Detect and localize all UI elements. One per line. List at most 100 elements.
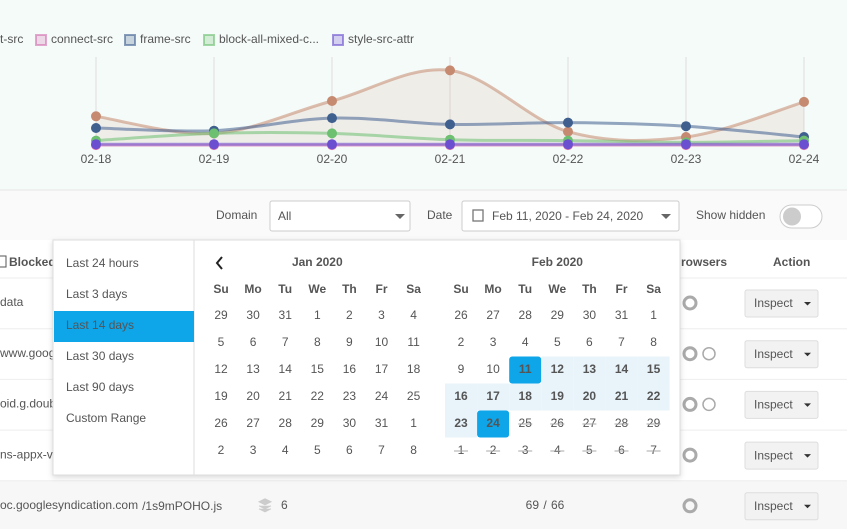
day[interactable]: 16 (343, 362, 357, 376)
browser-icon (682, 447, 698, 463)
day[interactable]: 3 (378, 308, 385, 322)
range-option[interactable]: Last 3 days (66, 287, 127, 301)
weekday: Sa (406, 282, 421, 296)
point (799, 96, 809, 107)
day[interactable]: 18 (407, 362, 421, 376)
day[interactable]: 3 (490, 335, 497, 349)
day[interactable]: 29 (311, 416, 325, 430)
day[interactable]: 6 (346, 443, 353, 457)
day[interactable]: 18 (519, 389, 533, 403)
day[interactable]: 23 (343, 389, 357, 403)
day[interactable]: 12 (214, 362, 228, 376)
point (91, 111, 101, 122)
day[interactable]: 4 (282, 443, 289, 457)
range-fill (541, 383, 574, 411)
inspect-button[interactable] (744, 390, 819, 419)
day[interactable]: 26 (454, 308, 468, 322)
day[interactable]: 28 (519, 308, 533, 322)
day[interactable]: 13 (246, 362, 260, 376)
day[interactable]: 22 (647, 389, 661, 403)
day[interactable]: 24 (375, 389, 389, 403)
point (681, 121, 691, 132)
day[interactable]: 14 (615, 362, 629, 376)
day[interactable]: 1 (410, 416, 417, 430)
row-count: 6 (281, 498, 288, 512)
range-option[interactable]: Last 24 hours (66, 256, 139, 270)
day[interactable]: 31 (615, 308, 629, 322)
day[interactable]: 2 (458, 335, 465, 349)
day[interactable]: 15 (647, 362, 661, 376)
day[interactable]: 5 (554, 335, 561, 349)
day[interactable]: 29 (551, 308, 565, 322)
day[interactable]: 4 (410, 308, 417, 322)
legend-label: style-src-attr (348, 32, 414, 46)
day[interactable]: 14 (279, 362, 293, 376)
day[interactable]: 2 (218, 443, 225, 457)
checkbox (0, 255, 7, 268)
day[interactable]: 7 (282, 335, 289, 349)
day[interactable]: 31 (279, 308, 293, 322)
date-input[interactable] (461, 200, 680, 232)
day[interactable]: 4 (522, 335, 529, 349)
day[interactable]: 20 (583, 389, 597, 403)
day[interactable]: 30 (343, 416, 357, 430)
day[interactable]: 15 (311, 362, 325, 376)
range-fill (573, 383, 606, 411)
date-value: Feb 11, 2020 - Feb 24, 2020 (492, 209, 644, 223)
day[interactable]: 9 (346, 335, 353, 349)
day[interactable]: 5 (218, 335, 225, 349)
day[interactable]: 28 (279, 416, 293, 430)
day[interactable]: 17 (375, 362, 389, 376)
range-option[interactable]: Last 14 days (66, 318, 134, 332)
prev-arrow[interactable] (215, 256, 223, 270)
day[interactable]: 22 (311, 389, 325, 403)
day[interactable]: 27 (486, 308, 500, 322)
inspect-button[interactable] (744, 289, 819, 318)
day[interactable]: 23 (454, 416, 468, 430)
day[interactable]: 12 (551, 362, 565, 376)
day[interactable]: 31 (375, 416, 389, 430)
day[interactable]: 21 (279, 389, 293, 403)
day[interactable]: 24 (486, 416, 500, 430)
point (209, 139, 219, 150)
range-option[interactable]: Last 30 days (66, 349, 134, 363)
day[interactable]: 10 (486, 362, 500, 376)
day[interactable]: 19 (214, 389, 228, 403)
day[interactable]: 5 (314, 443, 321, 457)
day[interactable]: 21 (615, 389, 629, 403)
day[interactable]: 30 (246, 308, 260, 322)
domain-select[interactable] (269, 200, 411, 232)
day[interactable]: 26 (214, 416, 228, 430)
inspect-button[interactable] (744, 441, 819, 470)
day[interactable]: 1 (650, 308, 657, 322)
day[interactable]: 8 (314, 335, 321, 349)
day[interactable]: 16 (454, 389, 468, 403)
day[interactable]: 27 (246, 416, 260, 430)
day[interactable]: 3 (250, 443, 257, 457)
day[interactable]: 29 (214, 308, 228, 322)
day[interactable]: 6 (586, 335, 593, 349)
day[interactable]: 11 (519, 362, 532, 376)
inspect-button[interactable] (744, 340, 819, 369)
inspect-button[interactable] (744, 492, 819, 521)
day[interactable]: 6 (250, 335, 257, 349)
day[interactable]: 9 (458, 362, 465, 376)
calendar-icon (472, 209, 484, 222)
range-fill (637, 383, 670, 411)
day[interactable]: 1 (314, 308, 321, 322)
day[interactable]: 2 (346, 308, 353, 322)
day[interactable]: 10 (375, 335, 389, 349)
day[interactable]: 13 (583, 362, 597, 376)
day[interactable]: 30 (583, 308, 597, 322)
day[interactable]: 7 (378, 443, 385, 457)
day[interactable]: 8 (650, 335, 657, 349)
day[interactable]: 20 (246, 389, 260, 403)
day[interactable]: 8 (410, 443, 417, 457)
day[interactable]: 25 (407, 389, 421, 403)
day[interactable]: 11 (407, 335, 420, 349)
day[interactable]: 17 (486, 389, 500, 403)
range-option[interactable]: Last 90 days (66, 380, 134, 394)
day[interactable]: 7 (618, 335, 625, 349)
day[interactable]: 19 (551, 389, 565, 403)
range-option[interactable]: Custom Range (66, 411, 146, 425)
